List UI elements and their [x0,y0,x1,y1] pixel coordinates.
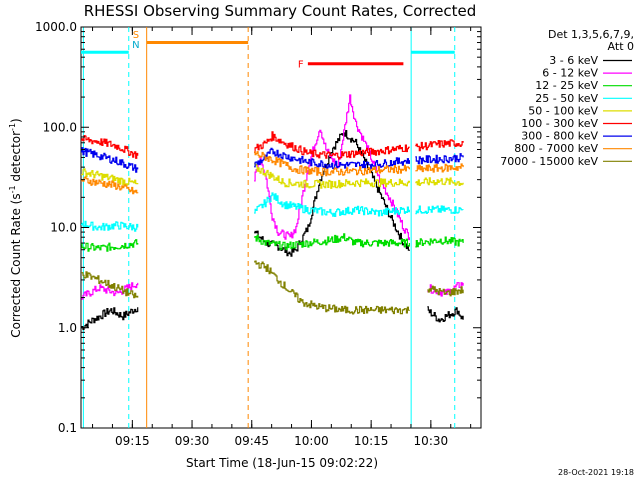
annotation-F: F [298,60,304,71]
y-tick-label-5: 0.1 [58,421,77,435]
legend-label-3: 12 - 25 keV [535,79,598,92]
y-axis-label-end: ) [9,118,23,123]
series-line-5-segment-2 [254,163,410,189]
series-line-1-segment-3 [427,306,464,323]
y-tick-label-3: 10.0 [50,221,77,235]
legend-label-4: 25 - 50 keV [535,92,598,105]
x-tick-label-3: 09:45 [234,434,269,448]
series-line-9-segment-2 [254,260,410,315]
legend-label-2: 6 - 12 keV [542,67,598,80]
legend-label-7: 300 - 800 keV [521,130,598,143]
series-line-6-segment-3 [415,139,464,152]
y-axis-label-main: Corrected Count Rate (s [9,193,23,337]
series-line-4-segment-2 [254,192,410,217]
y-axis-ticks: 1000.0 100.0 10.0 1.0 0.1 [35,20,481,435]
x-axis-ticks: 09:15 09:30 09:45 10:00 10:15 10:30 [92,27,472,448]
series-line-5-segment-1 [81,168,139,186]
series-line-8-segment-2 [254,151,410,177]
y-axis-label-sup2: -1 [8,123,17,131]
footer-timestamp: 28-Oct-2021 19:18 [558,468,634,477]
annotation-S: S [133,30,139,41]
series-line-5-segment-3 [415,177,464,186]
series-line-2-segment-2 [254,94,410,241]
data-series [81,94,464,331]
annotations: SN F [132,30,304,71]
series-line-2-segment-1 [81,282,139,300]
legend-label-1: 3 - 6 keV [549,54,598,67]
y-axis-label: Corrected Count Rate (s-1 detector-1) [8,118,23,337]
legend-label-6: 100 - 300 keV [521,117,598,130]
x-tick-label-5: 10:15 [354,434,389,448]
series-line-7-segment-2 [254,147,410,170]
series-line-3-segment-2 [254,233,410,251]
x-tick-label-1: 09:15 [115,434,150,448]
series-line-6-segment-1 [81,135,139,159]
series-line-1-segment-1 [81,307,139,331]
legend-label-8: 800 - 7000 keV [514,142,598,155]
status-bars [81,41,455,66]
legend-label-9: 7000 - 15000 keV [500,155,598,168]
y-tick-label-4: 1.0 [58,321,77,335]
chart-title: RHESSI Observing Summary Count Rates, Co… [84,2,477,20]
series-line-9-segment-3 [427,285,464,297]
series-line-2-segment-3 [427,282,464,297]
series-line-4-segment-1 [81,220,139,232]
x-tick-label-2: 09:30 [175,434,210,448]
series-line-3-segment-1 [81,239,139,252]
y-tick-label-2: 100.0 [43,120,77,134]
vertical-markers [82,27,456,428]
plot-frame [80,26,482,429]
series-line-7-segment-3 [415,153,464,165]
legend-header-line2: Att 0 [608,40,634,53]
legend-label-5: 50 - 100 keV [528,104,598,117]
x-tick-label-6: 10:30 [414,434,449,448]
annotation-N: N [132,40,139,51]
y-tick-label-1: 1000.0 [35,20,77,34]
x-axis-label: Start Time (18-Jun-15 09:02:22) [186,456,378,470]
legend-header-line1: Det 1,3,5,6,7,9, [548,28,634,41]
series-line-3-segment-3 [415,236,464,248]
series-line-6-segment-2 [254,131,410,160]
series-line-8-segment-1 [81,176,139,195]
series-line-4-segment-3 [415,205,464,215]
series-line-8-segment-3 [415,163,464,173]
x-tick-label-4: 10:00 [294,434,329,448]
y-axis-label-mid: detector [9,131,23,186]
y-axis-label-sup1: -1 [8,185,17,193]
series-line-9-segment-1 [81,271,139,299]
series-line-7-segment-1 [81,147,139,173]
